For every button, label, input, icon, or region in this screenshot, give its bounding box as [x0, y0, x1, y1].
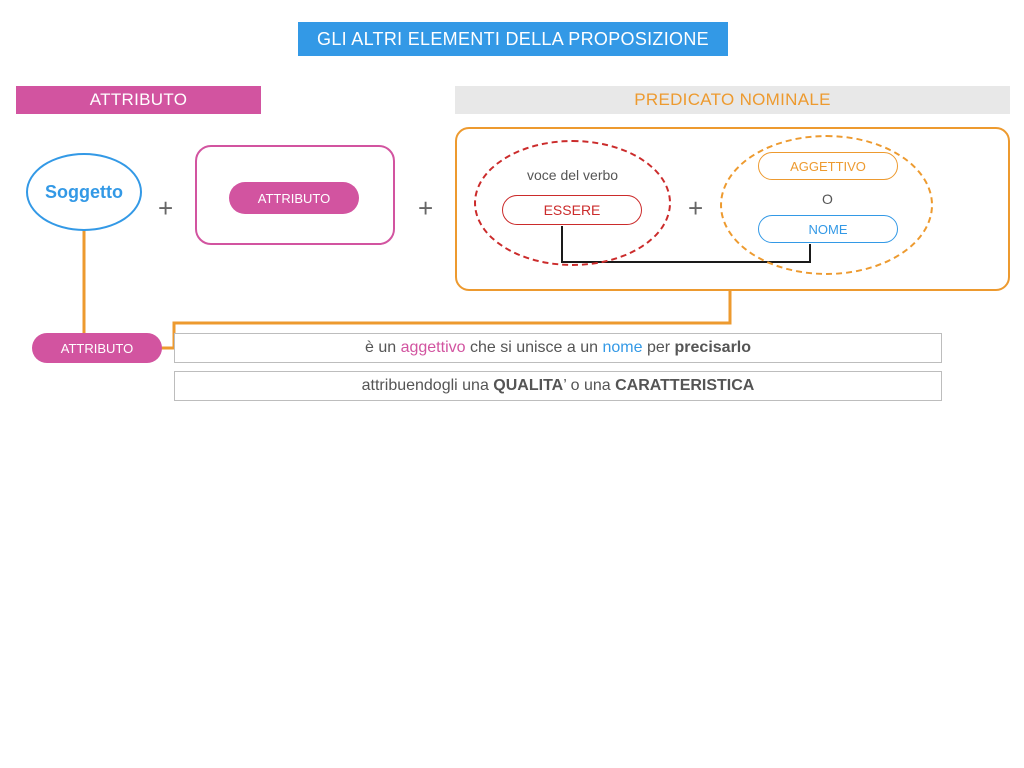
nome-pill-text: NOME — [809, 222, 848, 237]
plus-2-glyph: + — [418, 193, 433, 223]
diagram-stage: GLI ALTRI ELEMENTI DELLA PROPOSIZIONE AT… — [0, 0, 1024, 768]
def1-precisarlo: precisarlo — [675, 339, 751, 357]
section-label-predicato-text: PREDICATO NOMINALE — [634, 90, 831, 110]
conn-soggetto-down — [84, 230, 174, 348]
def1-per: per — [643, 339, 675, 357]
attributo-pill-text: ATTRIBUTO — [258, 191, 330, 206]
attributo-pill: ATTRIBUTO — [229, 182, 359, 214]
definition-pill-text: ATTRIBUTO — [61, 341, 133, 356]
plus-1-glyph: + — [158, 193, 173, 223]
soggetto-ellipse: Soggetto — [26, 153, 142, 231]
section-label-attributo-text: ATTRIBUTO — [90, 90, 187, 110]
definition-line-2: attribuendogli una QUALITA’ o una CARATT… — [174, 371, 942, 401]
def1-pre: è un — [365, 339, 401, 357]
essere-pill: ESSERE — [502, 195, 642, 225]
o-label-text: O — [822, 191, 833, 207]
def2-pre: attribuendogli una — [362, 377, 494, 395]
nome-pill: NOME — [758, 215, 898, 243]
plus-3-glyph: + — [688, 193, 703, 223]
plus-1: + — [158, 193, 173, 224]
soggetto-text: Soggetto — [45, 182, 123, 203]
def1-mid: che si unisce a un — [466, 339, 603, 357]
plus-2: + — [418, 193, 433, 224]
def2-qualita: QUALITA — [493, 377, 563, 395]
definition-line-1: è un aggettivo che si unisce a un nome p… — [174, 333, 942, 363]
section-label-attributo: ATTRIBUTO — [16, 86, 261, 114]
o-label: O — [822, 191, 833, 207]
voce-del-verbo-label: voce del verbo — [527, 167, 618, 183]
section-label-predicato: PREDICATO NOMINALE — [455, 86, 1010, 114]
def1-nome: nome — [602, 339, 642, 357]
def2-caratt: CARATTERISTICA — [615, 377, 754, 395]
plus-3: + — [688, 193, 703, 224]
page-title-text: GLI ALTRI ELEMENTI DELLA PROPOSIZIONE — [317, 29, 709, 50]
essere-pill-text: ESSERE — [544, 202, 601, 218]
page-title: GLI ALTRI ELEMENTI DELLA PROPOSIZIONE — [298, 22, 728, 56]
voce-del-verbo-label-text: voce del verbo — [527, 167, 618, 183]
def1-aggettivo: aggettivo — [401, 339, 466, 357]
def2-apos: ’ o una — [563, 377, 615, 395]
aggettivo-pill: AGGETTIVO — [758, 152, 898, 180]
aggettivo-pill-text: AGGETTIVO — [790, 159, 866, 174]
definition-pill: ATTRIBUTO — [32, 333, 162, 363]
